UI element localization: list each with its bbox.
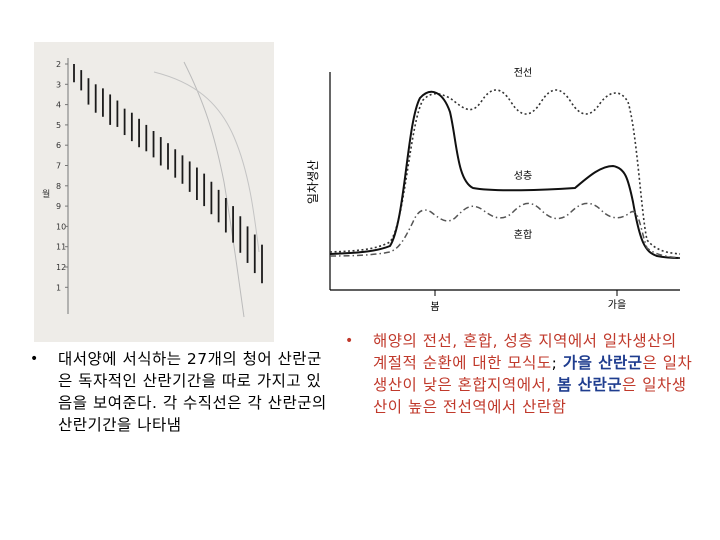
month-tick-label: 9 xyxy=(56,202,61,211)
month-tick-label: 5 xyxy=(56,121,61,130)
mixed-label: 혼합 xyxy=(514,228,532,241)
y-axis-label: 월 xyxy=(42,188,50,200)
spawning-period-figure: 월 2 3 4 5 6 7 8 9 10 11 12 1 xyxy=(34,42,274,342)
month-tick-label: 2 xyxy=(56,60,61,69)
autumn-label: 가을 xyxy=(608,299,626,311)
y-axis-label: 일차생산 xyxy=(306,160,320,204)
right-bullet-part4: 은 일차생산이 낮은 혼합지역에서, xyxy=(373,354,693,394)
month-tick-label: 6 xyxy=(56,141,61,150)
month-tick-label: 11 xyxy=(56,243,66,252)
autumn-spawners-emphasis: 가을 산란군 xyxy=(562,354,643,372)
month-tick-label: 1 xyxy=(56,283,61,292)
right-bullet-part2: ; xyxy=(551,354,563,372)
spring-spawners-emphasis: 봄 산란군 xyxy=(557,376,623,394)
stratified-curve xyxy=(329,90,681,259)
month-tick-label: 12 xyxy=(56,263,66,272)
right-bullet-part6: 은 일차생산이 높은 전선역에서 산란함 xyxy=(373,376,687,416)
month-tick-label: 8 xyxy=(56,182,61,191)
right-bullet-text: 해양의 전선, 혼합, 성층 지역에서 일차생산의 계절적 순환에 대한 모식도… xyxy=(373,330,695,418)
frontal-label: 전선 xyxy=(514,67,532,79)
spring-label: 봄 xyxy=(430,301,439,313)
right-bullet-part1: 해양의 전선, 혼합, 성층 지역에서 일차생산의 계절적 순환에 대한 모식도 xyxy=(373,332,677,372)
month-tick-label: 7 xyxy=(56,162,61,171)
left-bullet-text: 대서양에 서식하는 27개의 청어 산란군은 독자적인 산란기간을 따로 가지고… xyxy=(58,350,327,434)
mixed-curve xyxy=(329,202,681,259)
month-tick-label: 3 xyxy=(56,80,61,89)
spawning-bars xyxy=(73,64,263,284)
primary-production-figure: 일차생산 전선 성층 혼합 봄 가을 xyxy=(295,62,690,322)
left-bullet: • 대서양에 서식하는 27개의 청어 산란군은 독자적인 산란기간을 따로 가… xyxy=(30,348,335,436)
stratified-label: 성층 xyxy=(514,170,532,182)
month-tick-label: 10 xyxy=(56,222,66,231)
month-ticks: 2 3 4 5 6 7 8 9 10 11 12 1 xyxy=(56,60,68,292)
frontal-curve xyxy=(329,89,681,255)
bullet-marker: • xyxy=(345,333,354,349)
right-bullet: • 해양의 전선, 혼합, 성층 지역에서 일차생산의 계절적 순환에 대한 모… xyxy=(345,330,695,418)
production-chart: 일차생산 전선 성층 혼합 봄 가을 xyxy=(306,67,681,313)
bullet-marker: • xyxy=(30,351,39,367)
spawning-chart: 월 2 3 4 5 6 7 8 9 10 11 12 1 xyxy=(34,42,274,342)
month-tick-label: 4 xyxy=(56,101,61,110)
